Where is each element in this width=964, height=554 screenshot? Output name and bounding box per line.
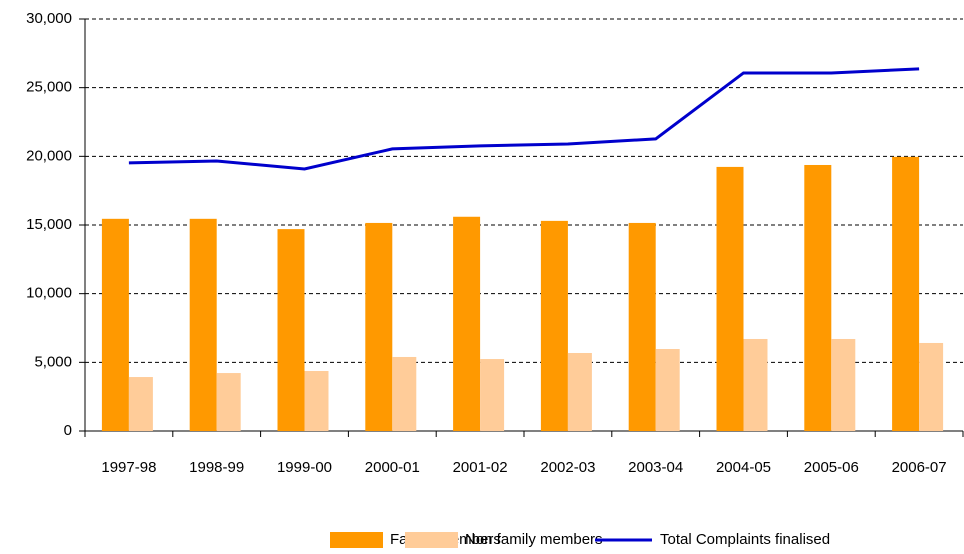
y-tick-label: 30,000	[26, 10, 72, 27]
bar	[540, 220, 568, 431]
bar	[189, 218, 217, 431]
bar	[277, 229, 305, 431]
y-tick-label: 10,000	[26, 285, 72, 302]
y-tick-label: 5,000	[34, 353, 72, 370]
x-tick-label: 2006-07	[892, 459, 947, 476]
legend-label: Total Complaints finalised	[660, 531, 830, 548]
legend-label: Non family members	[465, 531, 603, 548]
y-tick-label: 15,000	[26, 216, 72, 233]
bar	[804, 164, 832, 431]
y-tick-label: 25,000	[26, 79, 72, 96]
bar	[304, 370, 329, 431]
bar	[892, 156, 920, 431]
bar	[831, 338, 856, 431]
legend-swatch	[405, 532, 458, 548]
x-tick-label: 2005-06	[804, 459, 859, 476]
x-tick-label: 1997-98	[101, 459, 156, 476]
bar	[365, 222, 393, 431]
bar	[216, 373, 241, 431]
x-tick-label: 1999-00	[277, 459, 332, 476]
bar	[919, 342, 944, 431]
x-tick-label: 2003-04	[628, 459, 683, 476]
bar	[101, 218, 129, 431]
bar	[567, 352, 592, 431]
bar	[628, 222, 656, 431]
bar	[655, 349, 680, 431]
bar	[743, 338, 768, 431]
bar	[453, 216, 481, 431]
bar	[392, 356, 417, 431]
bar	[480, 359, 505, 431]
y-tick-label: 20,000	[26, 147, 72, 164]
y-tick-label: 0	[64, 422, 72, 439]
x-tick-label: 2004-05	[716, 459, 771, 476]
bar	[716, 166, 744, 431]
x-tick-label: 2001-02	[453, 459, 508, 476]
x-tick-label: 1998-99	[189, 459, 244, 476]
line	[128, 67, 920, 171]
bar	[128, 377, 153, 431]
legend-swatch	[330, 532, 383, 548]
x-tick-label: 2000-01	[365, 459, 420, 476]
x-tick-label: 2002-03	[540, 459, 595, 476]
